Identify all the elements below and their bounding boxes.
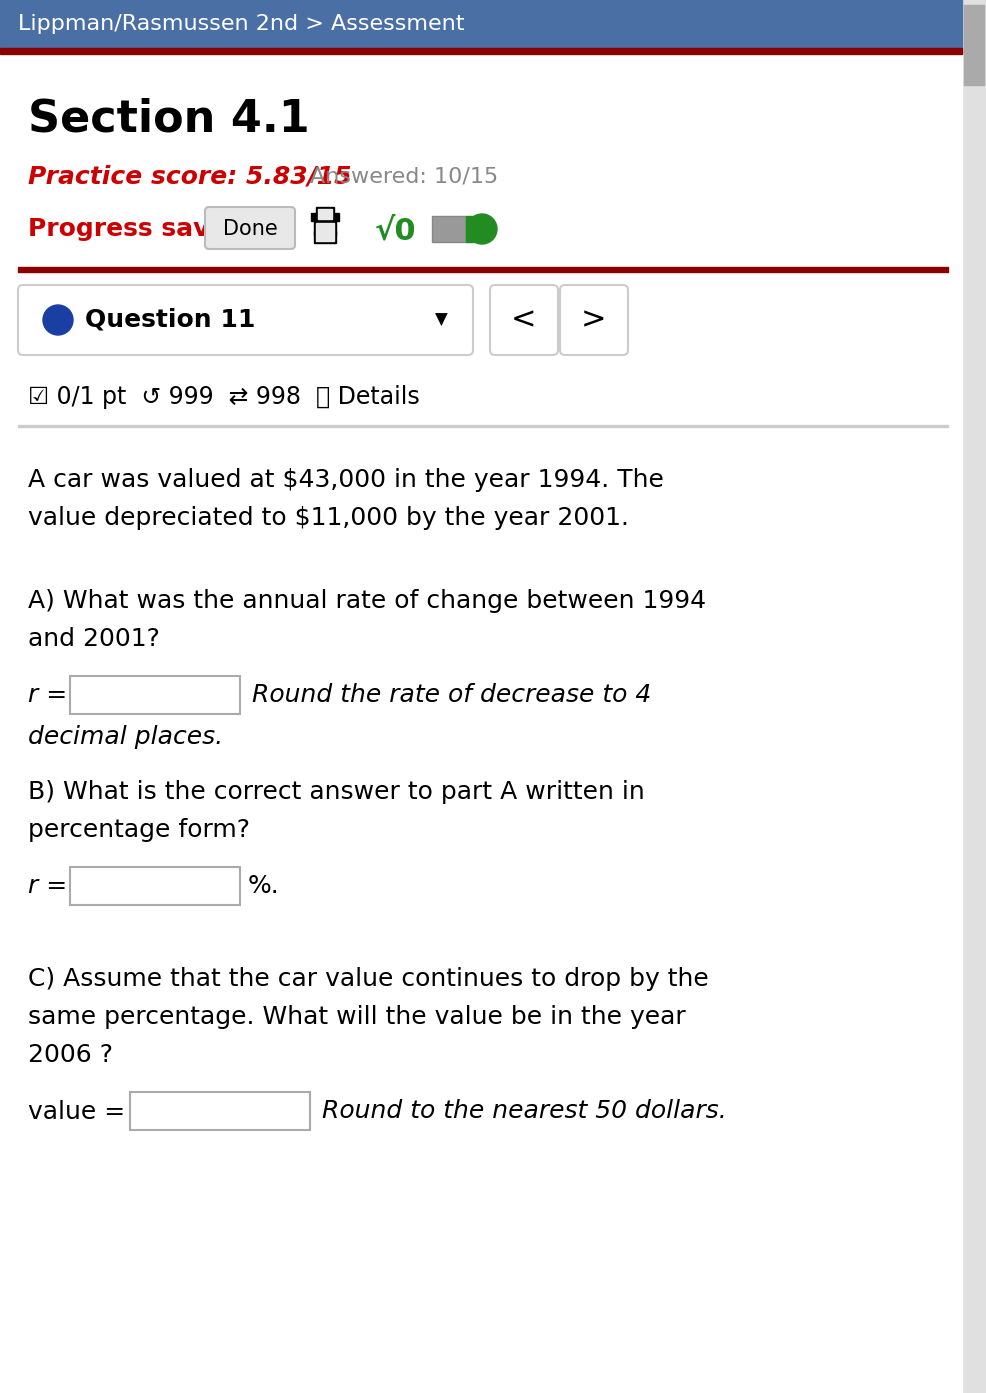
- Bar: [316, 233, 333, 241]
- Circle shape: [466, 215, 497, 244]
- Text: A) What was the annual rate of change between 1994: A) What was the annual rate of change be…: [28, 589, 705, 613]
- Text: 2006 ?: 2006 ?: [28, 1043, 112, 1067]
- Text: Round the rate of decrease to 4: Round the rate of decrease to 4: [251, 683, 651, 708]
- Text: ☑ 0/1 pt  ↺ 999  ⇄ 998  ⓘ Details: ☑ 0/1 pt ↺ 999 ⇄ 998 ⓘ Details: [28, 384, 419, 410]
- Bar: [314, 231, 335, 242]
- Bar: [311, 213, 338, 221]
- Text: B) What is the correct answer to part A written in: B) What is the correct answer to part A …: [28, 780, 644, 804]
- Text: value depreciated to $11,000 by the year 2001.: value depreciated to $11,000 by the year…: [28, 506, 628, 529]
- Bar: [18, 425, 947, 426]
- Text: value = $: value = $: [28, 1099, 149, 1123]
- Text: r =: r =: [28, 683, 67, 708]
- Text: <: <: [511, 305, 536, 334]
- Bar: [316, 208, 333, 221]
- Text: √0: √0: [375, 216, 416, 245]
- Bar: [0, 0, 961, 47]
- FancyBboxPatch shape: [18, 286, 472, 355]
- Bar: [317, 209, 331, 219]
- Text: and 2001?: and 2001?: [28, 627, 160, 651]
- Text: r =: r =: [28, 873, 67, 898]
- Bar: [316, 223, 333, 233]
- Text: %.: %.: [247, 873, 279, 898]
- FancyBboxPatch shape: [205, 208, 295, 249]
- Text: same percentage. What will the value be in the year: same percentage. What will the value be …: [28, 1004, 685, 1029]
- Text: Progress saved: Progress saved: [28, 217, 244, 241]
- Text: Answered: 10/15: Answered: 10/15: [310, 167, 498, 187]
- Text: >: >: [581, 305, 606, 334]
- Text: ▼: ▼: [435, 311, 448, 329]
- Text: Section 4.1: Section 4.1: [28, 98, 310, 141]
- Bar: [70, 676, 240, 715]
- Text: Round to the nearest 50 dollars.: Round to the nearest 50 dollars.: [321, 1099, 726, 1123]
- FancyBboxPatch shape: [489, 286, 557, 355]
- Text: decimal places.: decimal places.: [28, 724, 223, 749]
- Text: C) Assume that the car value continues to drop by the: C) Assume that the car value continues t…: [28, 967, 708, 990]
- Bar: [18, 267, 947, 272]
- Bar: [961, 0, 986, 1393]
- Text: ⊟: ⊟: [315, 217, 335, 241]
- Text: Practice score: 5.83/15: Practice score: 5.83/15: [28, 164, 351, 189]
- Text: Lippman/Rasmussen 2nd > Assessment: Lippman/Rasmussen 2nd > Assessment: [18, 14, 464, 33]
- Circle shape: [43, 305, 73, 334]
- Text: Done: Done: [223, 219, 277, 240]
- Text: percentage form?: percentage form?: [28, 818, 249, 841]
- Bar: [130, 1092, 310, 1130]
- Bar: [0, 47, 961, 54]
- Text: A car was valued at $43,000 in the year 1994. The: A car was valued at $43,000 in the year …: [28, 468, 664, 492]
- Bar: [963, 6, 983, 85]
- Bar: [314, 221, 335, 235]
- Bar: [465, 216, 479, 242]
- FancyBboxPatch shape: [559, 286, 627, 355]
- Bar: [70, 866, 240, 905]
- Bar: [432, 216, 465, 242]
- Text: Question 11: Question 11: [85, 308, 255, 332]
